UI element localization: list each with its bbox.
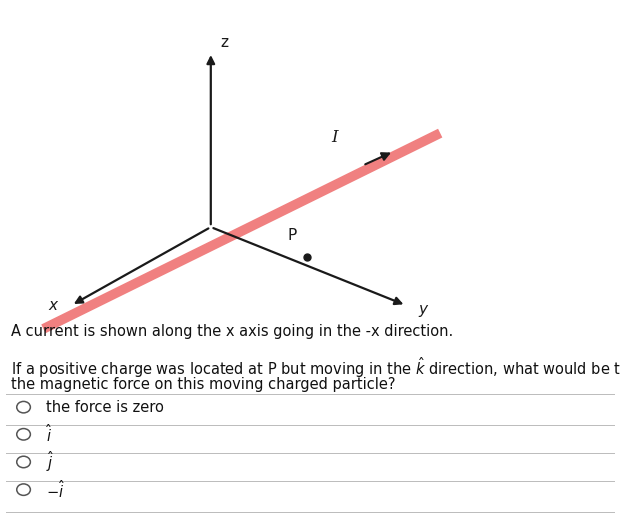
Text: y: y	[418, 302, 428, 316]
Text: the magnetic force on this moving charged particle?: the magnetic force on this moving charge…	[11, 377, 396, 392]
Text: the force is zero: the force is zero	[46, 400, 164, 414]
Text: $-\hat{i}$: $-\hat{i}$	[46, 479, 65, 501]
Text: x: x	[48, 298, 57, 313]
Text: z: z	[220, 34, 228, 50]
Text: If a positive charge was located at P but moving in the $\hat{k}$ direction, wha: If a positive charge was located at P bu…	[11, 355, 620, 380]
Text: $\hat{i}$: $\hat{i}$	[46, 423, 53, 445]
Text: P: P	[287, 228, 296, 243]
Text: A current is shown along the x axis going in the -x direction.: A current is shown along the x axis goin…	[11, 324, 453, 339]
Text: $\hat{j}$: $\hat{j}$	[46, 449, 55, 474]
Text: I: I	[331, 129, 338, 146]
